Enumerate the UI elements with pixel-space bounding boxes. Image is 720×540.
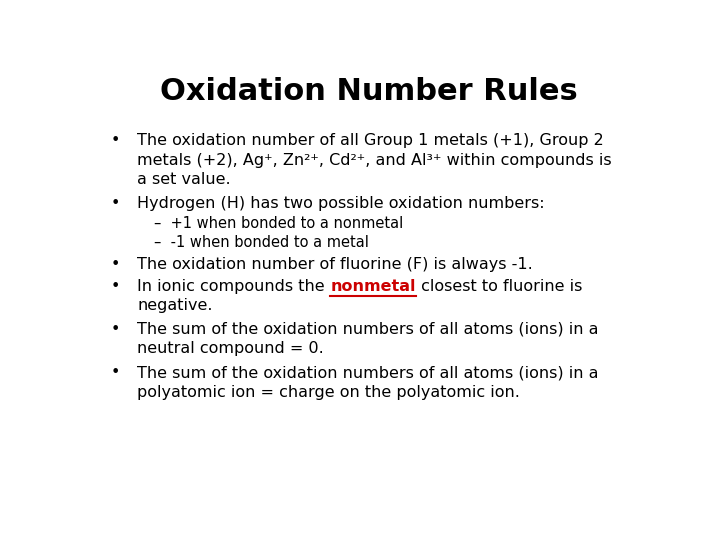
Text: a set value.: a set value.	[138, 172, 231, 187]
Text: Oxidation Number Rules: Oxidation Number Rules	[160, 77, 578, 106]
Text: The sum of the oxidation numbers of all atoms (ions) in a: The sum of the oxidation numbers of all …	[138, 322, 599, 337]
Text: •: •	[110, 279, 120, 294]
Text: •: •	[110, 196, 120, 211]
Text: neutral compound = 0.: neutral compound = 0.	[138, 341, 324, 356]
Text: The oxidation number of fluorine (F) is always -1.: The oxidation number of fluorine (F) is …	[138, 257, 534, 272]
Text: •: •	[110, 257, 120, 272]
Text: The sum of the oxidation numbers of all atoms (ions) in a: The sum of the oxidation numbers of all …	[138, 365, 599, 380]
Text: Hydrogen (H) has two possible oxidation numbers:: Hydrogen (H) has two possible oxidation …	[138, 196, 545, 211]
Text: •: •	[110, 322, 120, 337]
Text: –  +1 when bonded to a nonmetal: – +1 when bonded to a nonmetal	[154, 216, 403, 231]
Text: metals (+2), Ag⁺, Zn²⁺, Cd²⁺, and Al³⁺ within compounds is: metals (+2), Ag⁺, Zn²⁺, Cd²⁺, and Al³⁺ w…	[138, 153, 612, 168]
Text: In ionic compounds the: In ionic compounds the	[138, 279, 330, 294]
Text: •: •	[110, 365, 120, 380]
Text: The oxidation number of all Group 1 metals (+1), Group 2: The oxidation number of all Group 1 meta…	[138, 133, 604, 148]
Text: negative.: negative.	[138, 298, 213, 313]
Text: nonmetal: nonmetal	[330, 279, 415, 294]
Text: polyatomic ion = charge on the polyatomic ion.: polyatomic ion = charge on the polyatomi…	[138, 384, 521, 400]
Text: closest to fluorine is: closest to fluorine is	[415, 279, 582, 294]
Text: •: •	[110, 133, 120, 148]
Text: –  -1 when bonded to a metal: – -1 when bonded to a metal	[154, 235, 369, 250]
